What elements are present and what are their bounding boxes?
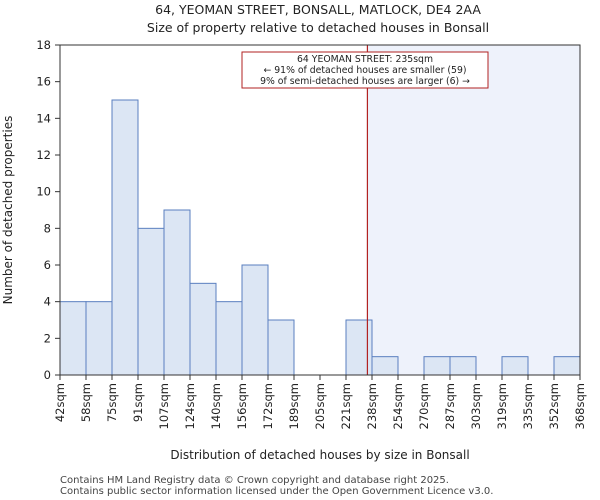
y-tick-label: 6 <box>44 258 51 272</box>
x-tick-label: 352sqm <box>547 383 561 429</box>
bar-156sqm <box>241 264 269 376</box>
bars-group <box>59 99 581 376</box>
x-tick-label: 205sqm <box>313 383 327 429</box>
bar-42sqm <box>59 301 87 376</box>
bar-58sqm <box>85 301 113 376</box>
x-tick-label: 91sqm <box>131 383 145 422</box>
chart-subtitle: Size of property relative to detached ho… <box>147 20 489 35</box>
x-tick-label: 335sqm <box>521 383 535 429</box>
bar-352sqm <box>553 356 581 376</box>
y-tick-label: 4 <box>44 295 51 309</box>
bar-319sqm <box>501 356 529 376</box>
x-tick-label: 287sqm <box>443 383 457 429</box>
bar-140sqm <box>215 301 243 376</box>
annotation-box: 64 YEOMAN STREET: 235sqm ← 91% of detach… <box>241 51 489 89</box>
x-tick-label: 368sqm <box>573 383 587 429</box>
y-tick-label: 18 <box>36 38 51 52</box>
y-axis-label: Number of detached properties <box>1 116 15 305</box>
y-tick-label: 2 <box>44 331 51 345</box>
y-tick-label: 12 <box>36 148 51 162</box>
bar-238sqm <box>371 356 399 376</box>
annotation-line-1: 64 YEOMAN STREET: 235sqm <box>297 54 433 65</box>
x-tick-label: 42sqm <box>53 383 67 422</box>
bar-270sqm <box>423 356 451 376</box>
annotation-line-3: 9% of semi-detached houses are larger (6… <box>260 76 470 87</box>
bar-124sqm <box>189 282 217 376</box>
larger-properties-highlight <box>367 45 580 375</box>
y-tick-label: 0 <box>44 368 51 382</box>
bar-172sqm <box>267 319 295 376</box>
x-tick-label: 189sqm <box>287 383 301 429</box>
y-tick-label: 16 <box>36 75 51 89</box>
bar-221sqm <box>345 319 373 376</box>
y-tick-label: 8 <box>44 221 51 235</box>
x-tick-label: 107sqm <box>157 383 171 429</box>
x-tick-label: 254sqm <box>391 383 405 429</box>
x-tick-label: 172sqm <box>261 383 275 429</box>
bar-91sqm <box>137 227 165 376</box>
x-tick-label: 238sqm <box>365 383 379 429</box>
annotation-border <box>241 51 489 89</box>
annotation-line-2: ← 91% of detached houses are smaller (59… <box>264 65 467 76</box>
x-tick-label: 156sqm <box>235 383 249 429</box>
bar-75sqm <box>111 99 139 376</box>
chart-title: 64, YEOMAN STREET, BONSALL, MATLOCK, DE4… <box>155 2 481 17</box>
y-tick-label: 10 <box>36 185 51 199</box>
x-tick-label: 75sqm <box>105 383 119 422</box>
x-tick-label: 270sqm <box>417 383 431 429</box>
footer-line-1: Contains HM Land Registry data © Crown c… <box>60 475 449 486</box>
x-tick-label: 221sqm <box>339 383 353 429</box>
x-tick-label: 140sqm <box>209 383 223 429</box>
x-tick-label: 124sqm <box>183 383 197 429</box>
x-axis-label: Distribution of detached houses by size … <box>170 448 469 462</box>
x-tick-label: 319sqm <box>495 383 509 429</box>
footer-line-2: Contains public sector information licen… <box>60 486 493 497</box>
bar-107sqm <box>163 209 191 376</box>
y-axis: 0 2 4 6 8 10 12 14 16 18 <box>36 38 60 382</box>
y-tick-label: 14 <box>36 111 51 125</box>
x-axis: 42sqm 58sqm 75sqm 91sqm 107sqm 124sqm 140sqm 15… <box>53 375 587 429</box>
x-tick-label: 303sqm <box>469 383 483 429</box>
x-tick-label: 58sqm <box>79 383 93 422</box>
bar-287sqm <box>449 356 477 376</box>
